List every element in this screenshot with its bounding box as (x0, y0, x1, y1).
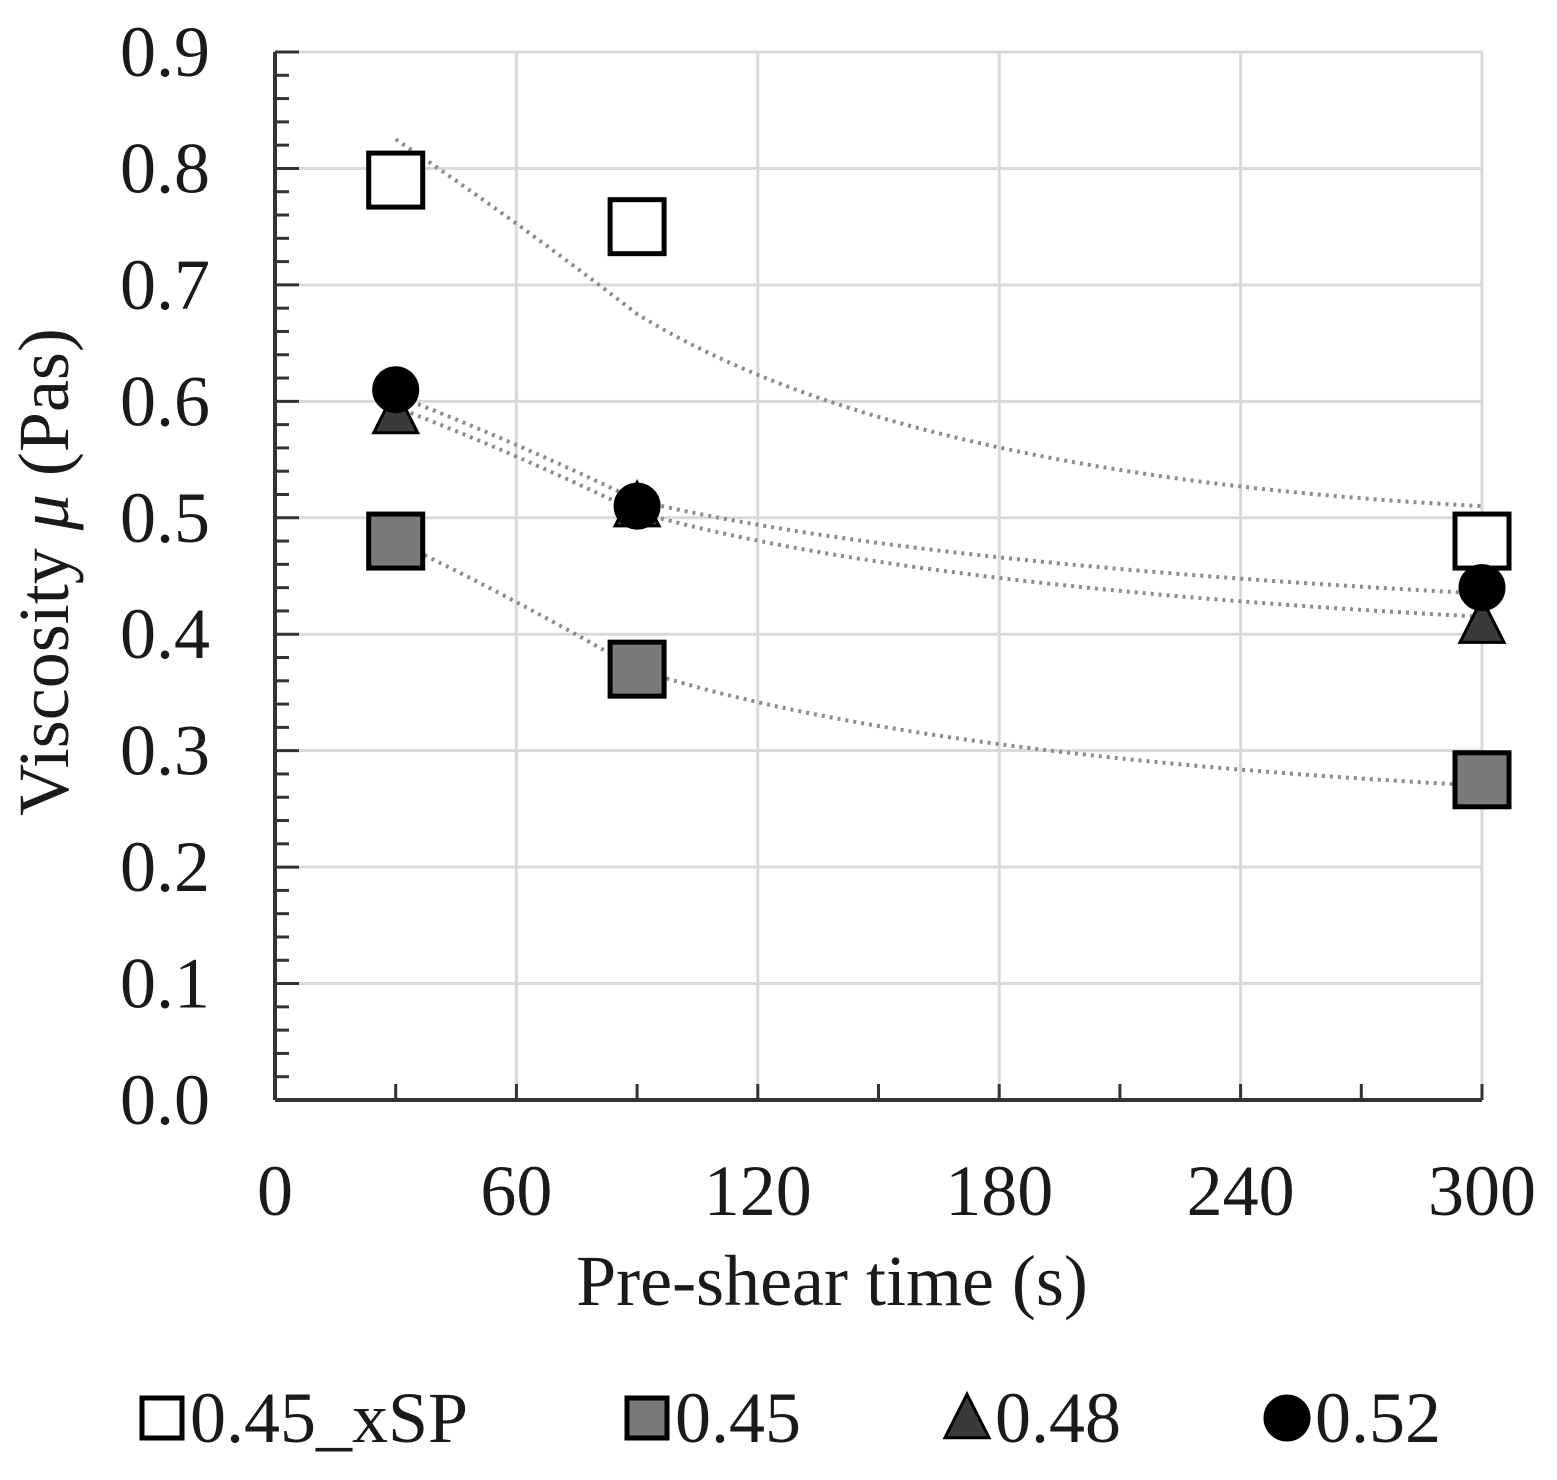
y-tick-labels: 0.0 0.1 0.2 0.3 0.4 0.5 0.6 0.7 0.8 0.9 (120, 12, 210, 1140)
data-point-0.45_xSP (607, 197, 667, 257)
legend-marker (1263, 1394, 1311, 1442)
legend-item: 0.52 (1263, 1378, 1441, 1458)
data-point-0.52 (1458, 564, 1506, 612)
data-points (366, 150, 1512, 810)
data-point-0.52 (613, 482, 661, 530)
legend-label: 0.52 (1315, 1378, 1441, 1458)
y-tick-label: 0.6 (120, 361, 210, 441)
legend-item: 0.45_xSP (139, 1378, 468, 1458)
trend-line-0.45_xSP (394, 137, 1483, 509)
y-tick-label: 0.2 (120, 827, 210, 907)
y-tick-label: 0.3 (120, 711, 210, 791)
x-axis-title: Pre-shear time (s) (576, 1241, 1088, 1321)
x-tick-labels: 0 60 120 180 240 300 (257, 1151, 1536, 1231)
x-tick-label: 180 (945, 1151, 1053, 1231)
legend: 0.45_xSP 0.45 0.48 0.52 (139, 1378, 1441, 1458)
data-point-0.45_xSP (366, 150, 426, 210)
y-tick-label: 0.0 (120, 1060, 210, 1140)
data-point-0.52 (372, 366, 420, 414)
y-axis-title-symbol: μ (4, 494, 84, 531)
grid (275, 50, 1484, 1100)
y-tick-label: 0.8 (120, 128, 210, 208)
x-tick-label: 0 (257, 1151, 293, 1231)
data-point-0.45 (366, 511, 426, 571)
trend-line-0.52 (394, 393, 1483, 596)
axes (273, 52, 1482, 1102)
legend-item: 0.45 (624, 1378, 801, 1458)
data-point-0.45 (607, 639, 667, 699)
y-tick-label: 0.5 (120, 478, 210, 558)
trend-line-0.48 (394, 405, 1483, 619)
data-point-0.45_xSP (1452, 511, 1512, 571)
legend-marker (139, 1395, 185, 1441)
y-tick-label: 0.1 (120, 944, 210, 1024)
trend-lines (394, 137, 1483, 788)
data-point-0.48 (1457, 595, 1507, 644)
y-axis-title: Viscosity μ (Pas) (4, 328, 84, 816)
legend-label: 0.45 (675, 1378, 801, 1458)
trend-line-0.45 (394, 539, 1483, 788)
y-axis-title-unit: (Pas) (4, 328, 84, 494)
legend-label: 0.45_xSP (190, 1378, 468, 1458)
x-tick-label: 120 (704, 1151, 812, 1231)
minor-ticks (275, 50, 1484, 1100)
y-tick-label: 0.4 (120, 594, 210, 674)
x-tick-label: 300 (1428, 1151, 1536, 1231)
y-tick-label: 0.9 (120, 12, 210, 92)
y-tick-label: 0.7 (120, 245, 210, 325)
y-axis-title-prefix: Viscosity (4, 530, 84, 816)
x-tick-label: 60 (480, 1151, 552, 1231)
legend-marker (624, 1395, 670, 1441)
legend-marker (942, 1390, 992, 1440)
legend-label: 0.48 (995, 1378, 1121, 1458)
x-tick-label: 240 (1187, 1151, 1295, 1231)
legend-item: 0.48 (942, 1378, 1121, 1458)
data-point-0.45 (1452, 750, 1512, 810)
